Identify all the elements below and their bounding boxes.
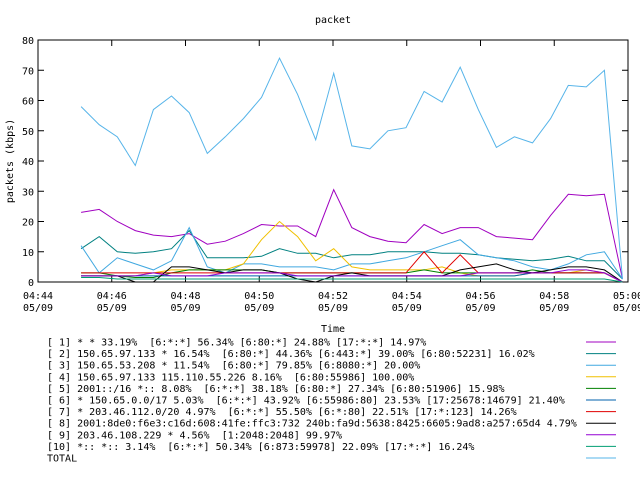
legend-label: [ 6] * 150.65.0.0/17 5.03% [6:*:*] 43.92… (47, 396, 565, 407)
y-tick-label: 50 (22, 127, 34, 138)
x-tick-label: 05:00 (613, 291, 640, 302)
x-axis-label: Time (321, 324, 345, 335)
legend-label: [ 8] 2001:8de0:f6e3:c16d:608:41fe:ffc3:7… (47, 419, 577, 430)
legend-label: [ 7] * 203.46.112.0/20 4.97% [6:*:*] 55.… (47, 407, 517, 418)
x-tick-label: 05/09 (539, 303, 569, 314)
series-line (81, 188, 623, 280)
series-line (80, 56, 623, 280)
x-tick-label: 05/09 (318, 303, 348, 314)
x-tick-label: 05/09 (244, 303, 274, 314)
y-tick-label: 80 (22, 36, 34, 47)
x-tick-label: 04:48 (170, 291, 200, 302)
x-tick-label: 05/09 (465, 303, 495, 314)
y-tick-label: 20 (22, 218, 34, 229)
series-line (81, 277, 623, 283)
legend-label: TOTAL (47, 454, 77, 465)
legend-label: [ 5] 2001::/16 *:: 8.08% [6:*:*] 38.18% … (47, 384, 505, 395)
y-axis-label: packets (kbps) (5, 119, 16, 203)
x-tick-label: 05/09 (23, 303, 53, 314)
legend-label: [ 9] 203.46.108.229 * 4.56% [1:2048:2048… (47, 430, 342, 441)
y-tick-label: 0 (28, 278, 34, 289)
y-tick-label: 40 (22, 157, 34, 168)
legend-label: [ 1] * * 33.19% [6:*:*] 56.34% [6:80:*] … (47, 338, 426, 349)
x-tick-label: 04:54 (392, 291, 422, 302)
series-line (81, 269, 623, 283)
legend-label: [ 2] 150.65.97.133 * 16.54% [6:80:*] 44.… (47, 349, 535, 360)
x-tick-label: 05/09 (392, 303, 422, 314)
y-tick-label: 60 (22, 97, 34, 108)
y-tick-label: 30 (22, 187, 34, 198)
y-tick-label: 10 (22, 248, 34, 259)
legend-label: [10] *:: *:: 3.14% [6:*:*] 50.34% [6:873… (47, 442, 474, 453)
x-tick-label: 05/09 (613, 303, 640, 314)
legend-label: [ 3] 150.65.53.208 * 11.54% [6:80:*] 79.… (47, 361, 420, 372)
x-tick-label: 04:58 (539, 291, 569, 302)
x-tick-label: 05/09 (170, 303, 200, 314)
x-tick-label: 04:52 (318, 291, 348, 302)
x-tick-label: 04:44 (23, 291, 53, 302)
x-tick-label: 05/09 (97, 303, 127, 314)
series-line (80, 229, 623, 280)
x-tick-label: 04:56 (465, 291, 495, 302)
legend-label: [ 4] 150.65.97.133 115.110.55.226 8.16% … (47, 372, 414, 383)
series-line (80, 226, 623, 280)
x-tick-label: 04:46 (97, 291, 127, 302)
x-tick-label: 04:50 (244, 291, 274, 302)
y-tick-label: 70 (22, 66, 34, 77)
chart-title: packet (315, 15, 351, 26)
